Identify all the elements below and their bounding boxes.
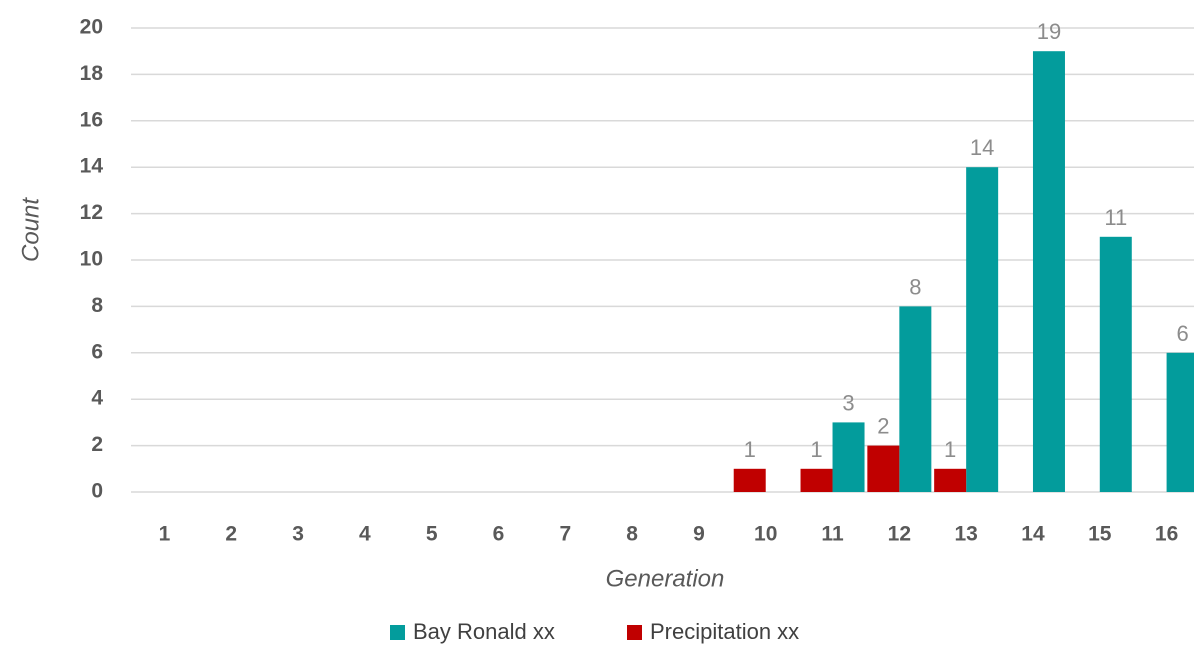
x-tick-label: 5 bbox=[426, 523, 438, 546]
y-axis-ticks: 0 2 4 6 8 10 12 14 16 18 20 bbox=[80, 16, 104, 503]
data-label: 1 bbox=[810, 437, 822, 462]
bars bbox=[733, 51, 1194, 492]
y-tick-label: 16 bbox=[80, 108, 103, 131]
x-tick-label: 9 bbox=[693, 523, 705, 546]
x-tick-label: 1 bbox=[159, 523, 171, 546]
x-tick-label: 13 bbox=[954, 523, 977, 546]
x-tick-label: 6 bbox=[493, 523, 505, 546]
bar bbox=[1099, 236, 1132, 492]
data-label: 11 bbox=[1104, 205, 1127, 230]
data-label: 2 bbox=[877, 414, 889, 439]
bar bbox=[1032, 51, 1065, 492]
y-tick-label: 10 bbox=[80, 248, 103, 271]
x-axis-title: Generation bbox=[606, 565, 725, 592]
x-tick-label: 14 bbox=[1021, 523, 1045, 546]
x-tick-label: 7 bbox=[559, 523, 571, 546]
y-axis-title: Count bbox=[17, 197, 44, 262]
x-tick-label: 3 bbox=[292, 523, 304, 546]
y-tick-label: 8 bbox=[91, 294, 103, 317]
y-tick-label: 4 bbox=[91, 387, 103, 410]
x-tick-label: 12 bbox=[888, 523, 911, 546]
bar bbox=[733, 468, 766, 492]
y-tick-label: 2 bbox=[91, 433, 103, 456]
x-tick-label: 4 bbox=[359, 523, 371, 546]
data-label: 1 bbox=[944, 437, 956, 462]
legend: Bay Ronald xx Precipitation xx bbox=[390, 619, 799, 644]
y-tick-label: 12 bbox=[80, 201, 103, 224]
x-tick-label: 2 bbox=[225, 523, 237, 546]
y-tick-label: 18 bbox=[80, 62, 104, 85]
bar bbox=[899, 306, 932, 492]
y-tick-label: 6 bbox=[91, 340, 103, 363]
bar bbox=[800, 468, 833, 492]
gridlines bbox=[131, 27, 1194, 493]
x-axis-ticks: 1 2 3 4 5 6 7 8 9 10 11 12 13 14 15 16 bbox=[159, 523, 1179, 546]
legend-label: Bay Ronald xx bbox=[413, 619, 555, 644]
legend-swatch bbox=[627, 625, 642, 640]
x-tick-label: 15 bbox=[1088, 523, 1112, 546]
data-label: 19 bbox=[1037, 19, 1061, 44]
data-label: 6 bbox=[1176, 321, 1188, 346]
x-tick-label: 8 bbox=[626, 523, 638, 546]
bar bbox=[934, 468, 967, 492]
x-tick-label: 16 bbox=[1155, 523, 1178, 546]
data-label: 3 bbox=[842, 390, 854, 415]
y-tick-label: 20 bbox=[80, 16, 103, 39]
x-tick-label: 10 bbox=[754, 523, 777, 546]
y-tick-label: 14 bbox=[80, 155, 104, 178]
bar bbox=[832, 422, 865, 492]
legend-label: Precipitation xx bbox=[650, 619, 799, 644]
bar bbox=[966, 167, 999, 492]
legend-swatch bbox=[390, 625, 405, 640]
data-label: 14 bbox=[970, 135, 994, 160]
x-tick-label: 11 bbox=[821, 523, 844, 546]
bar bbox=[867, 445, 900, 492]
y-tick-label: 0 bbox=[91, 480, 103, 503]
data-label: 1 bbox=[744, 437, 756, 462]
data-label: 8 bbox=[909, 274, 921, 299]
bar bbox=[1166, 352, 1194, 492]
